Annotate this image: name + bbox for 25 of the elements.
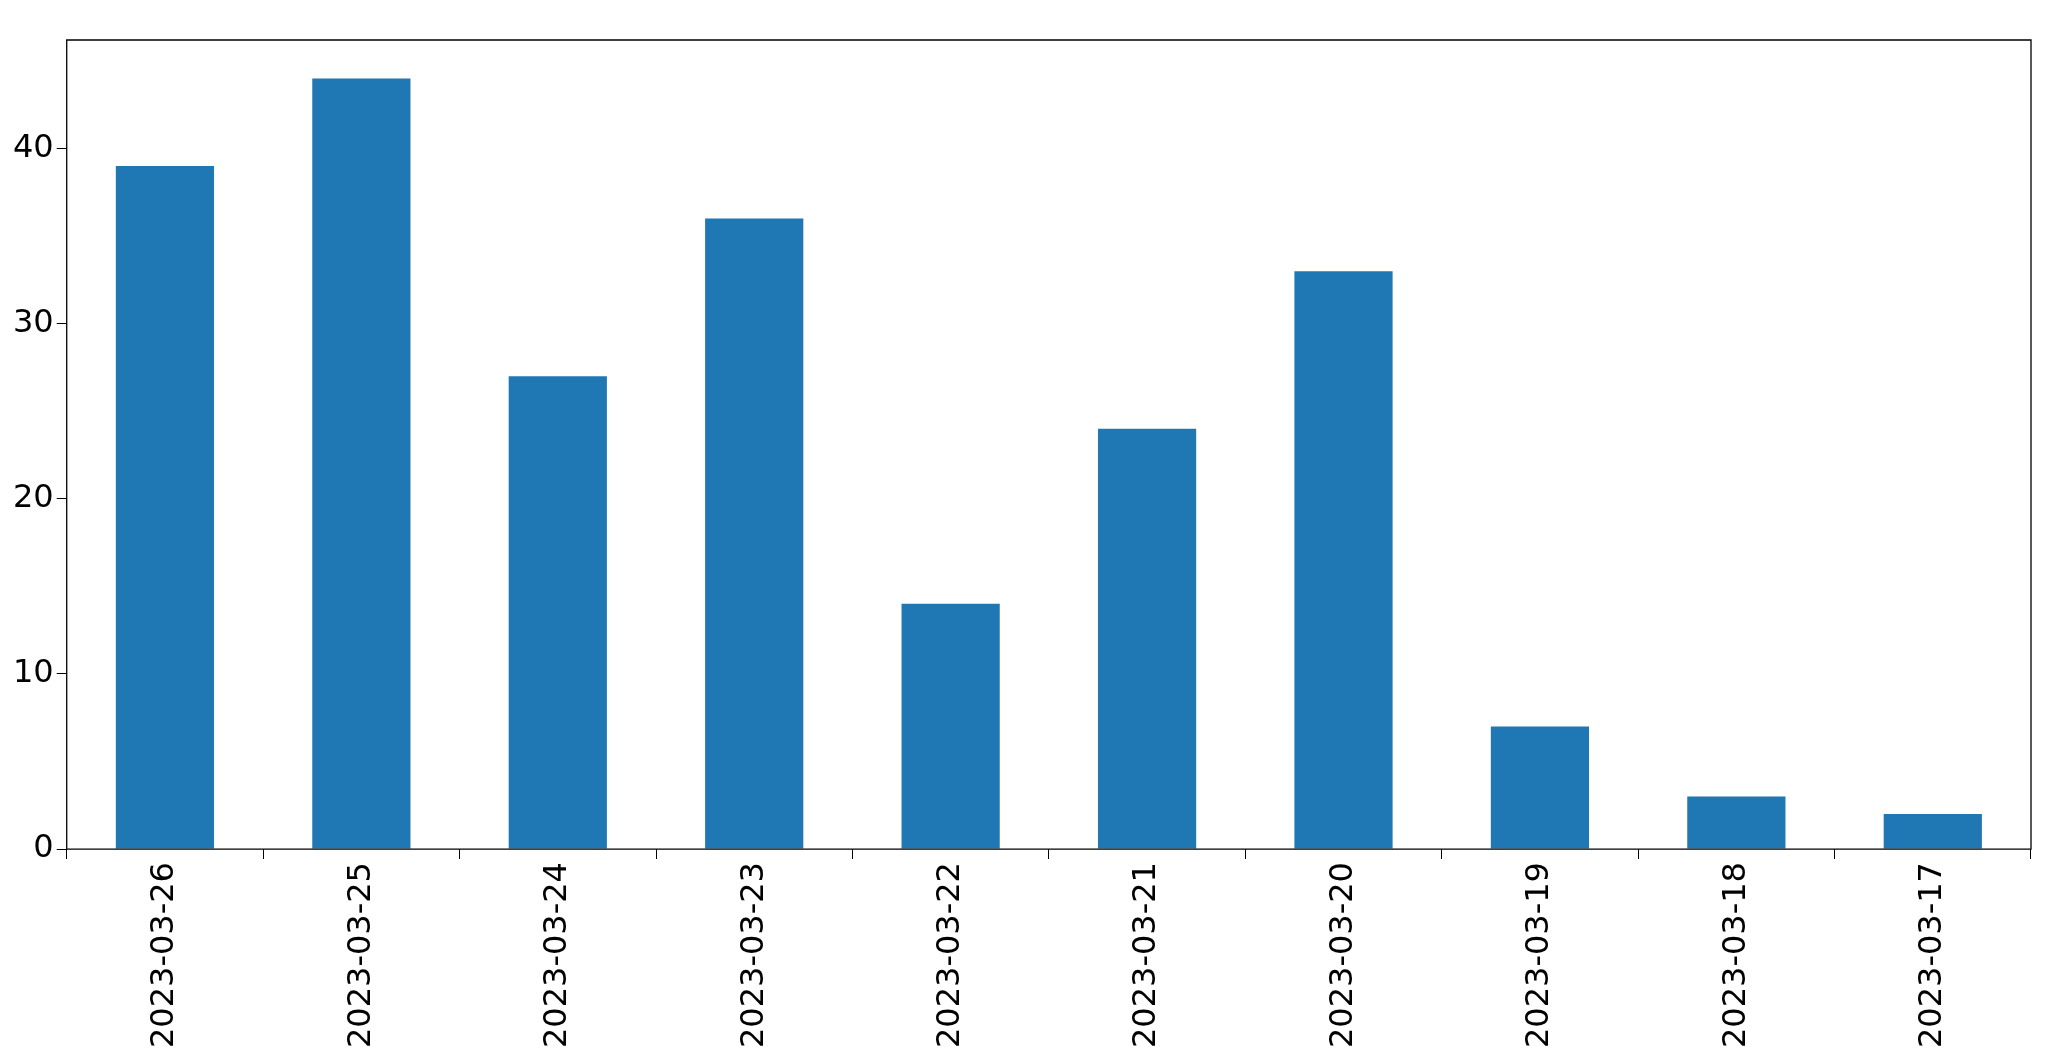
x-tick-label: 2023-03-24 bbox=[536, 862, 575, 1048]
x-tick-label: 2023-03-18 bbox=[1714, 862, 1753, 1048]
bar bbox=[115, 166, 215, 849]
x-tick-label: 2023-03-17 bbox=[1911, 862, 1950, 1048]
bar bbox=[312, 78, 411, 849]
x-tick-label: 2023-03-26 bbox=[143, 862, 182, 1048]
y-tick-label: 20 bbox=[13, 477, 54, 516]
y-tick-label: 10 bbox=[13, 652, 54, 691]
x-tick-label: 2023-03-22 bbox=[928, 862, 967, 1048]
bar bbox=[901, 603, 1000, 849]
bar bbox=[1687, 796, 1786, 849]
bar bbox=[508, 376, 607, 849]
y-tick-label: 0 bbox=[33, 827, 54, 866]
y-tick-label: 40 bbox=[13, 126, 54, 165]
x-tick-label: 2023-03-19 bbox=[1518, 862, 1557, 1048]
bar bbox=[1097, 428, 1197, 849]
bar bbox=[1883, 814, 1982, 849]
x-tick-label: 2023-03-21 bbox=[1125, 862, 1164, 1048]
bar bbox=[705, 218, 804, 849]
bar bbox=[1294, 271, 1393, 849]
x-tick-label: 2023-03-25 bbox=[339, 862, 378, 1048]
y-tick-label: 30 bbox=[13, 302, 54, 340]
x-tick-label: 2023-03-23 bbox=[732, 862, 771, 1048]
bar bbox=[1490, 726, 1590, 849]
x-tick-label: 2023-03-20 bbox=[1321, 862, 1360, 1048]
